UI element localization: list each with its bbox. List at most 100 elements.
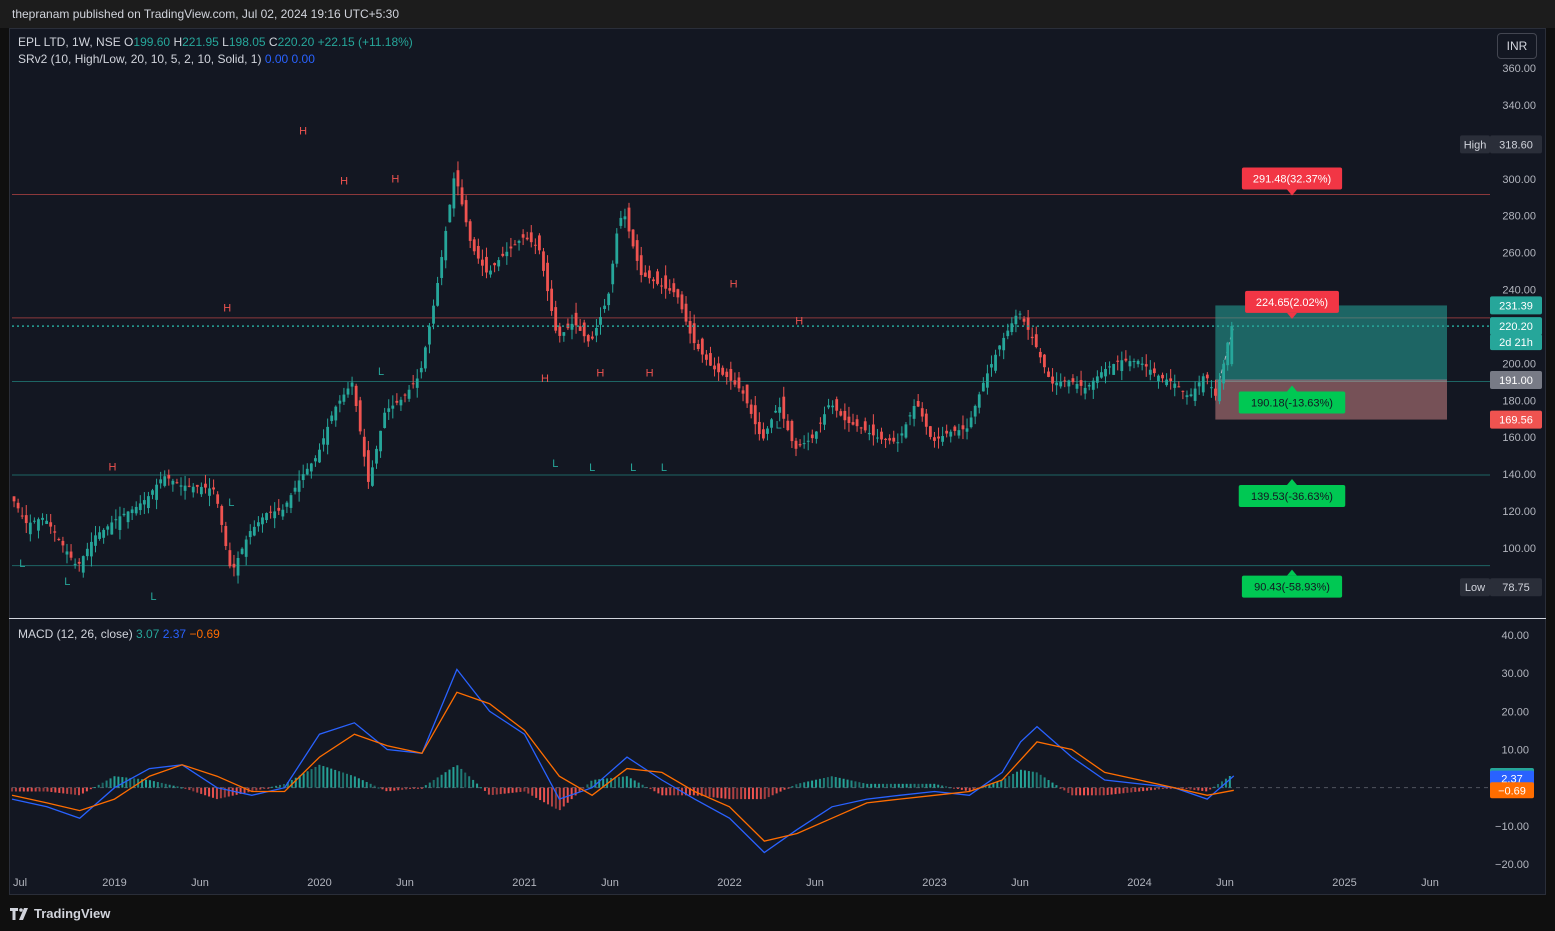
macd-histogram-bar: [645, 786, 648, 788]
macd-histogram-bar: [677, 787, 680, 796]
candle-body: [1079, 380, 1083, 386]
h-value: 221.95: [182, 35, 219, 49]
candle-body: [819, 422, 822, 424]
macd-histogram-bar: [259, 787, 262, 790]
macd-histogram-bar: [748, 787, 751, 800]
pivot-high-label: H: [391, 173, 399, 185]
macd-histogram-bar: [1083, 787, 1086, 796]
candle-body: [741, 390, 745, 394]
high-value-bg: [1490, 135, 1542, 154]
candle-body: [358, 400, 362, 432]
macd-histogram-bar: [105, 780, 108, 788]
candle-body: [53, 531, 57, 533]
pivot-low-label: L: [64, 576, 70, 588]
candle-body: [876, 437, 879, 439]
candle-body: [546, 262, 549, 292]
macd-histogram-bar: [1161, 787, 1164, 789]
macd-histogram-bar: [389, 787, 392, 792]
macd-histogram-bar: [101, 782, 104, 788]
candle-body: [338, 400, 342, 404]
candle-body: [65, 551, 69, 555]
currency-button[interactable]: INR: [1497, 33, 1537, 59]
candle-body: [1038, 351, 1042, 358]
macd-histogram-bar: [531, 787, 534, 796]
macd-histogram-bar: [882, 783, 885, 788]
macd-legend: MACD (12, 26, close) 3.07 2.37 −0.69: [18, 627, 220, 641]
macd-histogram-bar: [826, 777, 829, 788]
pane-divider[interactable]: [9, 618, 1546, 619]
macd-histogram-bar: [152, 781, 155, 788]
price-legend: EPL LTD, 1W, NSE O199.60 H221.95 L198.05…: [18, 35, 413, 49]
candle-body: [415, 378, 419, 388]
macd-histogram-bar: [720, 787, 723, 799]
macd-histogram-bar: [1079, 787, 1082, 796]
macd-histogram-bar: [235, 787, 238, 795]
candle-body: [847, 416, 851, 424]
macd-histogram-bar: [913, 783, 916, 788]
candle-body: [305, 468, 309, 475]
macd-histogram-bar: [200, 787, 203, 794]
candle-body: [676, 289, 680, 298]
macd-histogram-bar: [763, 787, 766, 799]
candle-body: [843, 410, 847, 421]
candle-body: [986, 373, 989, 388]
low-value-text: 78.75: [1502, 582, 1530, 594]
time-axis-tick: Jun: [396, 877, 414, 889]
time-axis-tick: Jun: [1011, 877, 1029, 889]
time-axis-tick: Jul: [13, 877, 27, 889]
macd-histogram-bar: [968, 787, 971, 792]
macd-histogram-bar: [1185, 787, 1188, 790]
macd-histogram-bar: [298, 775, 301, 788]
macd-histogram-bar: [11, 787, 13, 792]
candle-body: [1161, 374, 1164, 379]
pivot-low-label: L: [776, 419, 782, 431]
price-axis-tick: 340.00: [1502, 100, 1536, 112]
candle-body: [778, 407, 782, 413]
candle-body: [668, 288, 672, 291]
macd-histogram-bar: [294, 777, 297, 788]
macd-histogram-bar: [133, 778, 136, 788]
macd-histogram-bar: [1023, 770, 1026, 788]
symbol-label[interactable]: EPL LTD, 1W, NSE: [18, 35, 121, 49]
macd-histogram-bar: [215, 787, 218, 800]
time-axis-tick: Jun: [601, 877, 619, 889]
candle-body: [615, 233, 619, 264]
macd-histogram-bar: [984, 785, 987, 788]
candle-body: [1193, 388, 1197, 401]
pivot-low-label: L: [378, 366, 384, 378]
macd-histogram-bar: [696, 787, 699, 796]
macd-histogram-bar: [629, 778, 632, 788]
macd-histogram-bar: [846, 779, 849, 788]
macd-histogram-bar: [334, 769, 337, 788]
candle-body: [472, 239, 476, 252]
candle-body: [94, 535, 97, 546]
macd-histogram-bar: [657, 787, 660, 794]
macd-histogram-bar: [724, 787, 727, 799]
srv2-value-2: 0.00: [291, 52, 315, 66]
macd-histogram-bar: [874, 783, 877, 788]
macd-histogram-bar: [1043, 777, 1046, 788]
macd-histogram-bar: [1197, 787, 1200, 791]
candle-body: [297, 480, 301, 492]
candle-body: [994, 354, 997, 371]
candle-body: [965, 428, 969, 432]
macd-histogram-bar: [22, 787, 25, 792]
candle-body: [114, 519, 118, 521]
price-axis-tag-text: 231.39: [1499, 300, 1533, 312]
srv2-label[interactable]: SRv2 (10, High/Low, 20, 10, 5, 2, 10, So…: [18, 52, 262, 66]
candle-body: [403, 394, 407, 396]
sr-level-pointer: [1287, 189, 1297, 196]
sr-level-label-text: 139.53(-36.63%): [1251, 491, 1333, 503]
candle-body: [342, 394, 346, 402]
macd-histogram-bar: [614, 777, 617, 788]
macd-histogram-bar: [1067, 787, 1070, 793]
macd-histogram-bar: [945, 786, 948, 788]
high-value-text: 318.60: [1499, 139, 1533, 151]
macd-histogram-bar: [113, 776, 116, 788]
candle-body: [517, 240, 521, 243]
candle-body: [73, 563, 77, 566]
candle-body: [672, 283, 676, 293]
macd-label[interactable]: MACD (12, 26, close): [18, 627, 133, 641]
macd-histogram-bar: [164, 783, 167, 788]
